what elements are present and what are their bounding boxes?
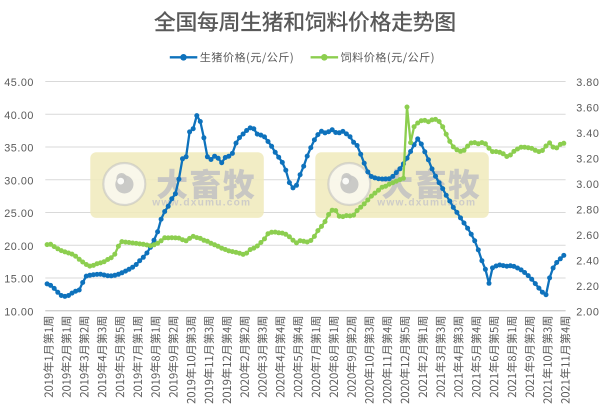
svg-text:2.80: 2.80 <box>576 205 599 217</box>
svg-text:3.00: 3.00 <box>576 179 599 191</box>
svg-text:www.dxumu.com: www.dxumu.com <box>376 198 476 209</box>
svg-text:40.00: 40.00 <box>4 110 34 122</box>
svg-text:3.60: 3.60 <box>576 103 599 115</box>
svg-text:10.00: 10.00 <box>4 306 34 318</box>
svg-text:2.20: 2.20 <box>576 281 599 293</box>
svg-text:30.00: 30.00 <box>4 175 34 187</box>
svg-text:2.40: 2.40 <box>576 255 599 267</box>
svg-text:20.00: 20.00 <box>4 241 34 253</box>
svg-text:15.00: 15.00 <box>4 274 34 286</box>
svg-text:25.00: 25.00 <box>4 208 34 220</box>
svg-text:3.20: 3.20 <box>576 154 599 166</box>
svg-text:2.00: 2.00 <box>576 306 599 318</box>
svg-text:35.00: 35.00 <box>4 143 34 155</box>
svg-text:www.dxumu.com: www.dxumu.com <box>151 198 251 209</box>
svg-text:2.60: 2.60 <box>576 230 599 242</box>
svg-text:45.00: 45.00 <box>4 77 34 89</box>
svg-text:3.40: 3.40 <box>576 128 599 140</box>
svg-text:3.80: 3.80 <box>576 77 599 89</box>
